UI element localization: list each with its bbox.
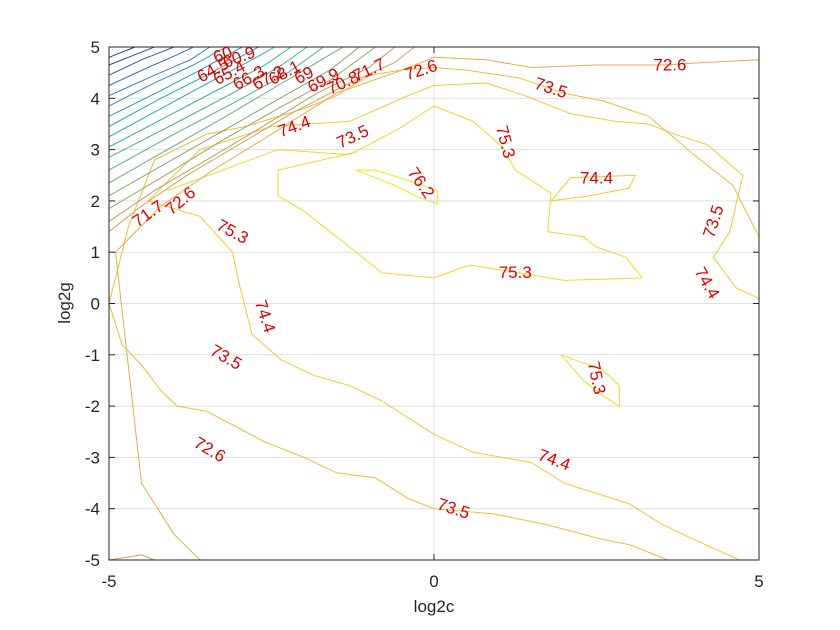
contour-line-71.7 [108,554,155,561]
contour-line-73.5 [108,226,669,561]
y-tick-label: 5 [91,38,100,57]
x-axis-label: log2c [414,597,455,616]
contour-line-62.7 [108,46,243,117]
contour-line-74.4 [147,200,740,561]
contour-line-76.2 [355,169,438,204]
contour-lines [108,46,760,561]
contour-line-60.9 [108,46,211,97]
y-tick-label: -2 [85,397,100,416]
contour-line-69.9 [108,46,376,210]
y-tick-label: -4 [85,500,100,519]
y-tick-label: 3 [91,141,100,160]
contour-line-74.4 [550,174,636,202]
x-tick-label: -5 [101,572,116,591]
contour-line-71.7 [108,46,415,233]
y-tick-label: 1 [91,243,100,262]
contour-line-60 [108,46,194,86]
contour-line-69 [108,46,360,197]
ticks: -5 0 5 -5 -4 -3 -2 -1 0 1 2 3 4 5 [85,38,764,591]
y-tick-label: 2 [91,192,100,211]
contour-line-73.5 [128,67,760,238]
contour-line-61.8 [108,46,227,107]
contour-line-67.2 [108,46,324,171]
contour-line-63.6 [108,46,259,127]
y-tick-label: -3 [85,448,100,467]
contour-line-72.6 [160,56,760,207]
contour-line-75.3 [560,354,620,407]
y-axis-label: log2g [55,282,74,324]
contour-line-59.1 [108,46,175,76]
contour-line-65.4 [108,46,292,148]
contour-line-75.3 [167,105,643,281]
x-tick-label: 5 [754,572,763,591]
x-tick-label: 0 [429,572,438,591]
contour-line-68.1 [108,46,344,184]
contour-line-64.5 [108,46,276,138]
contour-line-74.4 [147,82,760,299]
contour-label: 72.6 [653,55,686,74]
y-tick-label: -1 [85,346,100,365]
contour-line-72.6 [115,205,201,561]
y-tick-label: 4 [91,89,100,108]
contour-label: 74.4 [580,168,613,187]
contour-line-66.3 [108,46,308,158]
y-tick-label: -5 [85,551,100,570]
contour-line-57.3 [108,46,136,58]
contour-line-58.2 [108,46,155,66]
contour-label: 75.3 [499,263,532,282]
y-tick-label: 0 [91,295,100,314]
contour-line-70.8 [108,46,396,222]
